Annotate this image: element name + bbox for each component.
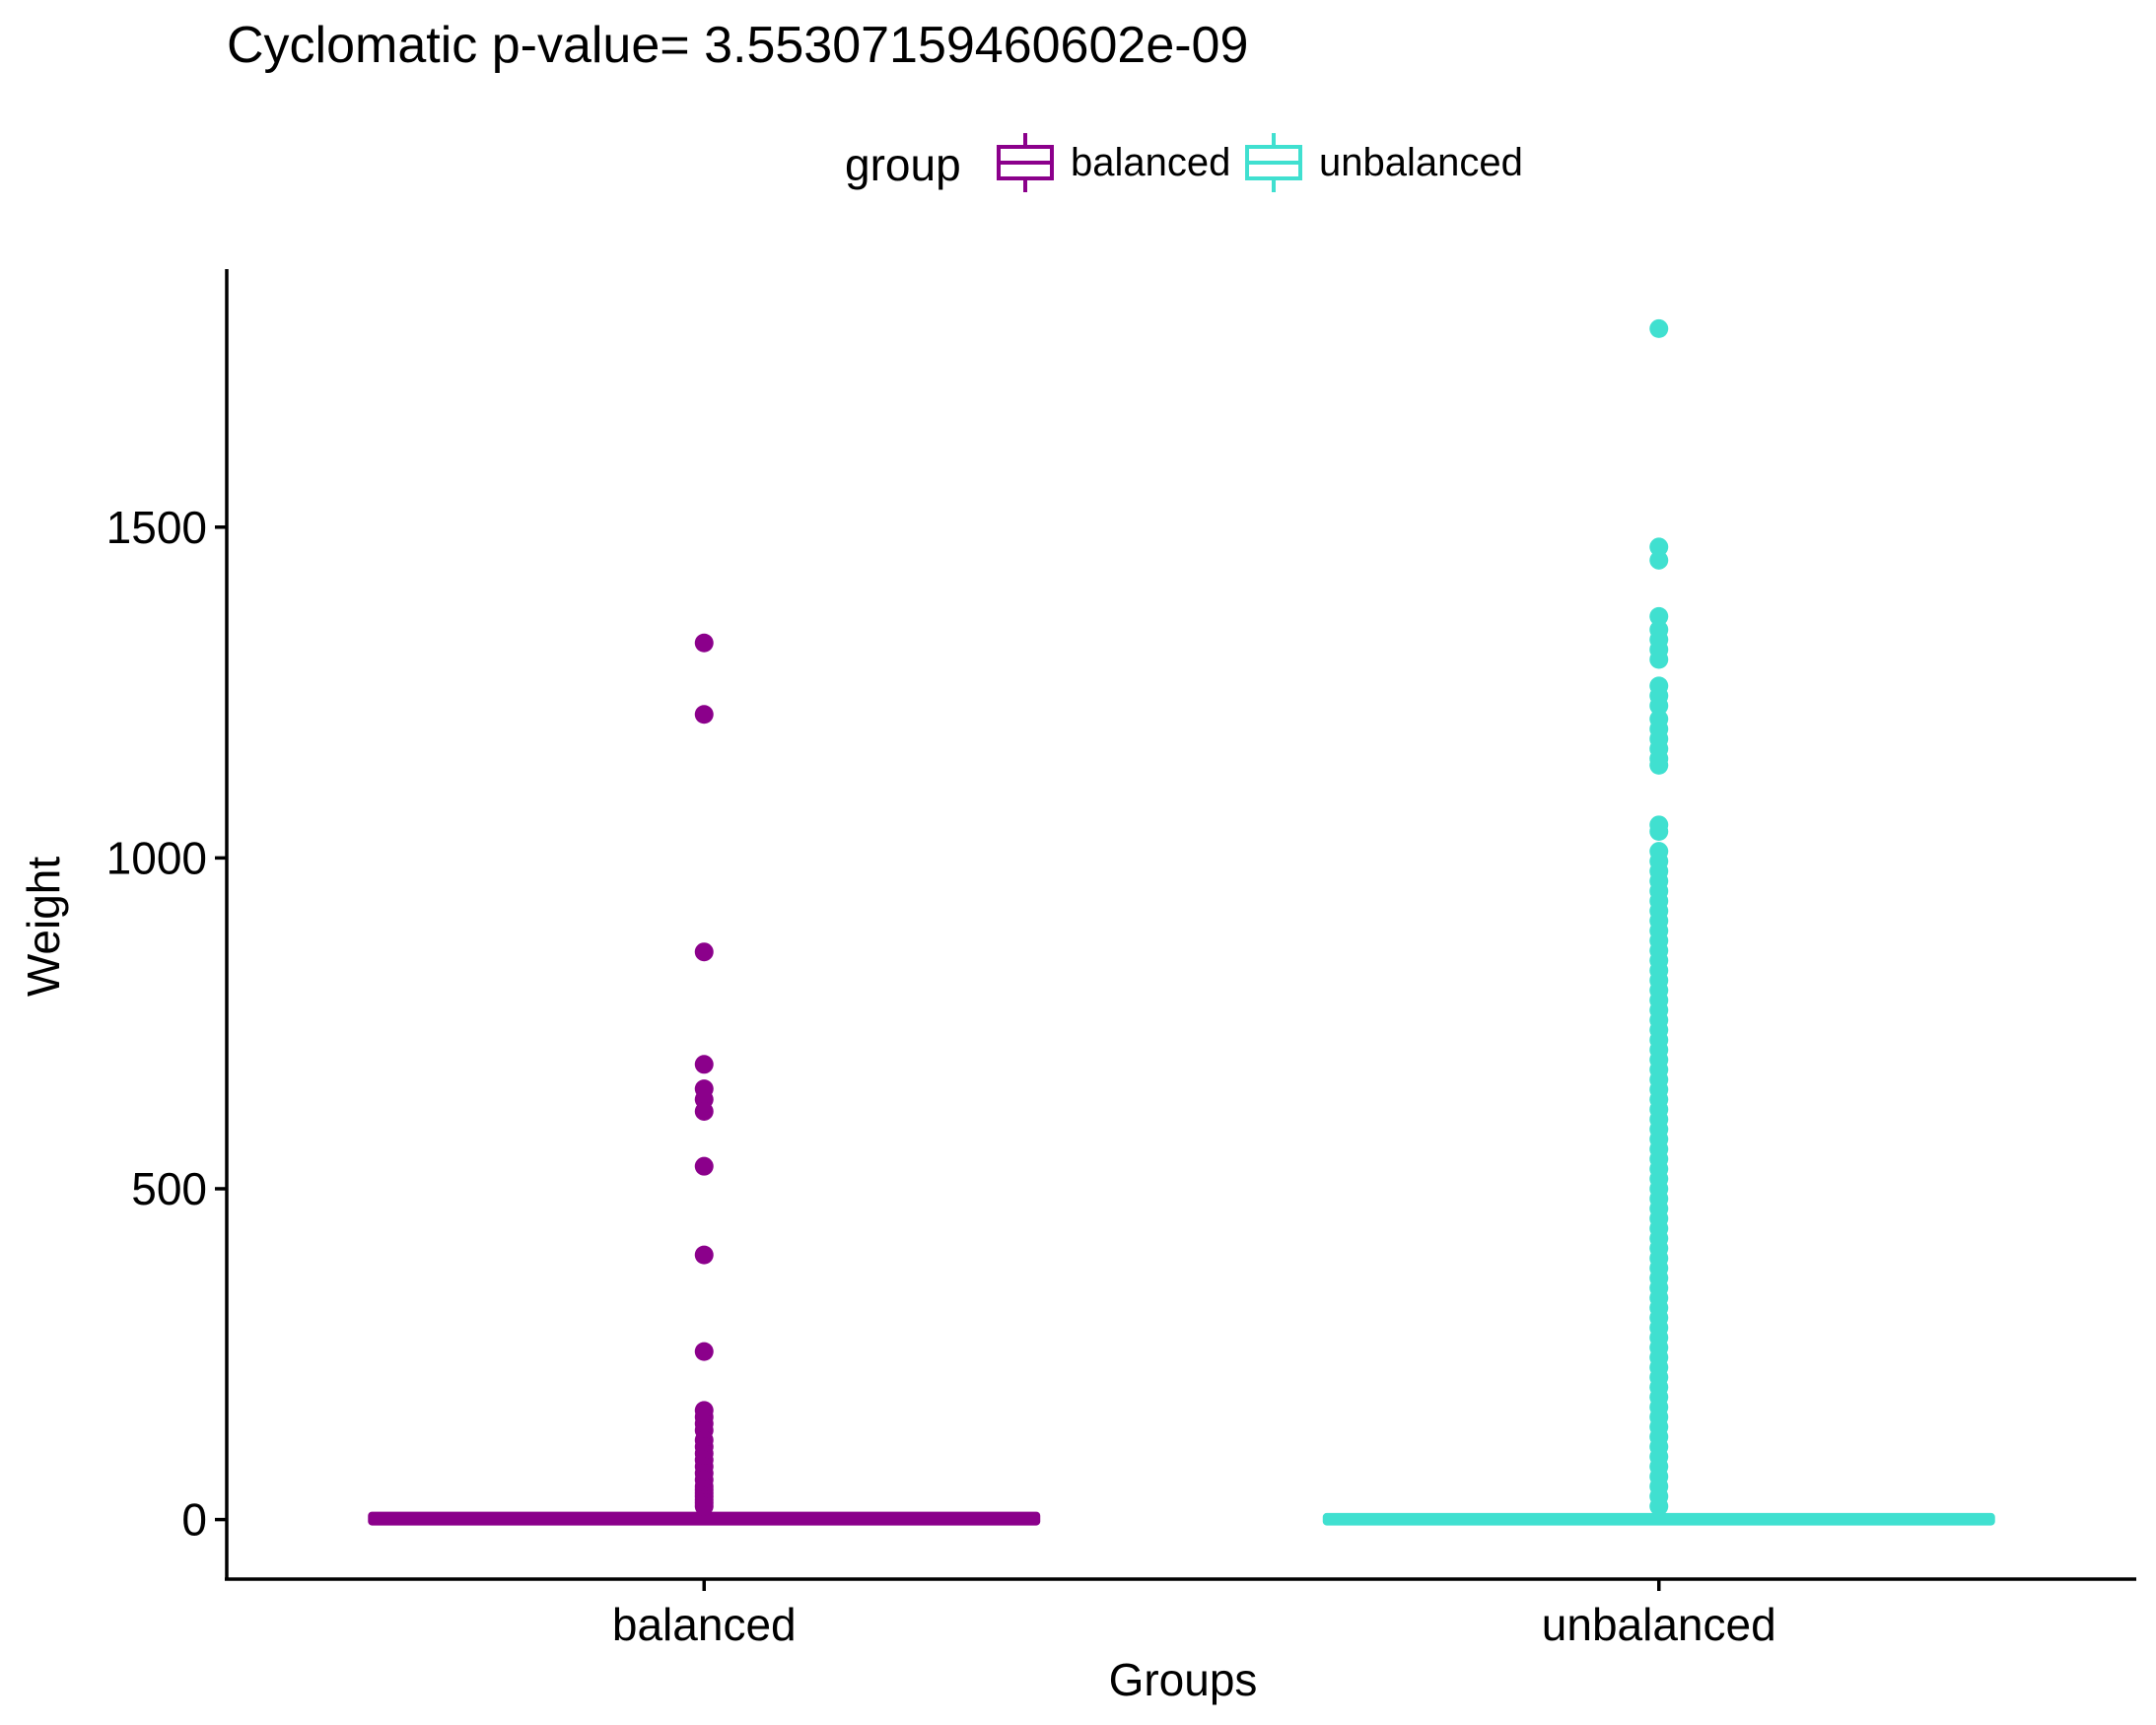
y-tick-label: 1000 xyxy=(106,832,207,883)
chart-title: Cyclomatic p-value= 3.55307159460602e-09 xyxy=(227,17,1248,74)
box-unbalanced xyxy=(1322,318,1995,1526)
outlier-point xyxy=(694,1156,714,1176)
outlier-point xyxy=(1649,550,1669,570)
outlier-point xyxy=(1649,1496,1669,1516)
outlier-point xyxy=(694,1342,714,1361)
box-balanced xyxy=(368,633,1041,1526)
x-tick-label: balanced xyxy=(612,1599,797,1650)
outlier-point xyxy=(694,1055,714,1074)
y-tick-label: 0 xyxy=(181,1494,207,1546)
y-tick-label: 1500 xyxy=(106,502,207,553)
legend-title: group xyxy=(845,139,961,190)
y-tick-label: 500 xyxy=(131,1163,207,1214)
outlier-point xyxy=(694,705,714,724)
plot-marks xyxy=(368,318,1995,1526)
x-tick-label: unbalanced xyxy=(1542,1599,1776,1650)
outlier-point xyxy=(694,1101,714,1121)
outlier-point xyxy=(1649,650,1669,669)
outlier-point xyxy=(1649,696,1669,716)
outlier-point xyxy=(694,942,714,962)
outlier-point xyxy=(694,1245,714,1265)
x-axis-title: Groups xyxy=(1109,1654,1258,1705)
outlier-point xyxy=(694,633,714,653)
legend: group balanced unbalanced xyxy=(845,133,1523,192)
x-ticks: balanced unbalanced xyxy=(612,1579,1776,1650)
y-axis-title: Weight xyxy=(18,857,69,998)
outlier-point xyxy=(694,1496,714,1516)
legend-key-balanced xyxy=(997,133,1054,192)
outlier-point xyxy=(1649,318,1669,338)
outlier-point xyxy=(1649,755,1669,775)
outlier-point xyxy=(1649,606,1669,626)
legend-key-unbalanced xyxy=(1245,133,1302,192)
outlier-point xyxy=(1649,822,1669,842)
y-ticks: 0 500 1000 1500 xyxy=(106,502,227,1546)
legend-label-balanced: balanced xyxy=(1071,141,1230,184)
outlier-point xyxy=(1649,537,1669,557)
legend-label-unbalanced: unbalanced xyxy=(1319,141,1523,184)
